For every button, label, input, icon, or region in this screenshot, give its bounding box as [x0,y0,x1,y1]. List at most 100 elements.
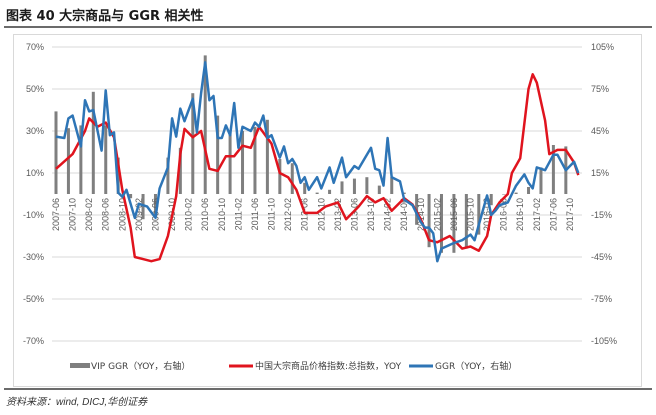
bar [377,185,381,194]
bar [402,192,406,194]
bar [290,163,294,194]
bar [315,192,319,194]
bar [191,93,195,194]
x-tick-label: 2012-06 [300,198,310,231]
figure-title: 图表 40 大宗商品与 GGR 相关性 [6,9,204,24]
x-tick-label: 2013-02 [333,198,343,231]
x-tick-label: 2011-10 [267,198,277,230]
source-divider [4,388,652,390]
bar [216,115,220,194]
x-tick-label: 2007-10 [68,198,78,231]
bar [464,194,468,249]
title-divider [4,26,652,28]
x-tick-label: 2010-02 [184,198,194,231]
bar [427,194,431,248]
gridlines [52,46,582,342]
bar [241,131,245,194]
legend-label: GGR（YOY，右轴） [435,360,517,372]
bar [178,147,182,194]
legend: VIP GGR（YOY，右轴） 中国大宗商品价格指数:总指数，YOY GGR（YOY… [70,360,517,372]
left-tick-label: -70% [23,336,44,346]
x-tick-label: 2011-06 [250,198,260,230]
bar [539,167,543,194]
x-tick-label: 2016-02 [482,198,492,231]
vip-ggr-bars [54,55,568,253]
x-tick-label: 2017-02 [532,198,542,231]
x-tick-label: 2010-10 [217,198,227,231]
bar [390,177,394,194]
bar [489,194,493,206]
bar [253,126,257,194]
ggr-line [55,61,580,263]
bar [265,119,269,194]
bar [340,181,344,194]
right-tick-label: 15% [591,168,609,178]
bar [551,145,555,194]
right-tick-label: 75% [591,84,609,94]
x-tick-label: 2010-06 [200,198,210,231]
bar [79,125,83,194]
x-tick-label: 2011-02 [233,198,243,230]
x-tick-label: 2017-10 [565,198,575,231]
bar [352,178,356,194]
x-tick-label: 2008-06 [101,198,111,231]
x-tick-label: 2013-10 [366,198,376,231]
right-tick-label: 105% [591,42,614,52]
right-tick-label: -75% [591,294,612,304]
x-tick-label: 2017-06 [548,198,558,231]
bar [153,194,157,215]
bar [166,157,170,194]
bar [141,194,145,220]
bar [104,125,108,194]
x-tick-label: 2015-10 [466,198,476,231]
x-tick-label: 2007-06 [51,198,61,231]
bar [514,192,518,194]
right-tick-label: -105% [591,336,617,346]
left-tick-label: -30% [23,252,44,262]
x-tick-label: 2014-02 [383,198,393,231]
bar [527,187,531,194]
right-tick-label: -15% [591,210,612,220]
right-tick-label: -45% [591,252,612,262]
bar [129,194,133,199]
x-tick-label: 2014-06 [399,198,409,231]
x-tick-label: 2009-02 [134,198,144,231]
bar [203,55,207,195]
chart-frame [13,34,642,387]
right-tick-label: 45% [591,126,609,136]
left-tick-label: -10% [23,210,44,220]
x-tick-label: 2013-06 [349,198,359,231]
series-lines [55,61,580,263]
left-tick-label: 70% [26,42,44,52]
bar [278,159,282,194]
x-tick-label: 2012-02 [283,198,293,231]
bar [303,182,307,194]
legend-swatch-bar [70,363,90,368]
x-tick-label: 2015-02 [432,198,442,231]
left-tick-label: 30% [26,126,44,136]
x-tick-label: 2008-10 [117,198,127,231]
x-tick-label: 2014-10 [416,198,426,231]
legend-label: 中国大宗商品价格指数:总指数，YOY [255,360,402,372]
x-tick-label: 2015-06 [449,198,459,231]
bar [477,194,481,235]
left-axis-ticks: 70% 50% 30% 10% -10% -30% -50% -70% [23,42,44,346]
bar [439,194,443,253]
bar [502,194,506,195]
bar [66,128,70,194]
left-tick-label: 10% [26,168,44,178]
x-tick-label: 2016-06 [499,198,509,231]
left-tick-label: 50% [26,84,44,94]
legend-label: VIP GGR（YOY，右轴） [91,360,190,372]
commodity-index-line [55,73,580,263]
x-tick-label: 2016-10 [515,198,525,231]
bar [365,177,369,194]
bar [91,91,95,194]
x-tick-label: 2008-02 [84,198,94,231]
x-tick-label: 2012-10 [316,198,326,231]
bar [228,132,232,194]
left-tick-label: -50% [23,294,44,304]
bar [328,189,332,194]
bar [452,194,456,253]
